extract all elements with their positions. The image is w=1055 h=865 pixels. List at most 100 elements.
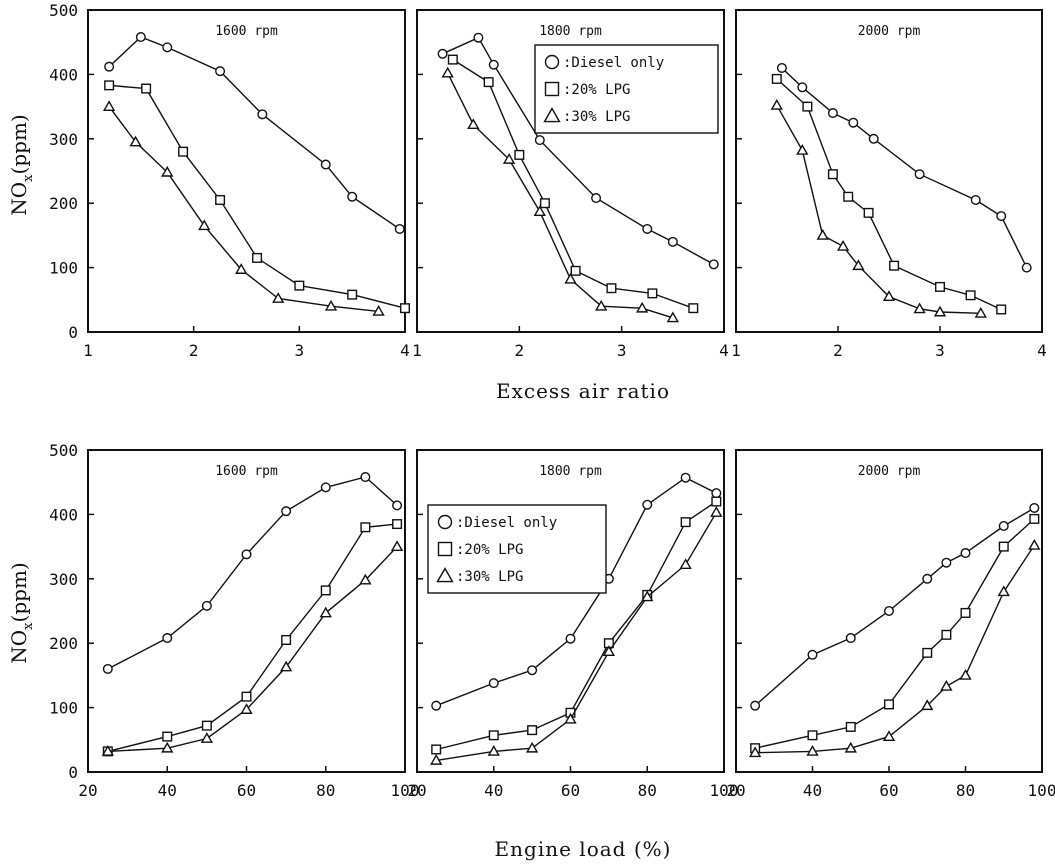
bottom-x-axis-title: Engine load (%) (495, 837, 672, 861)
data-point-circle (829, 109, 838, 118)
data-point-circle (681, 473, 690, 482)
data-point-circle (923, 575, 932, 584)
series-line (108, 547, 397, 752)
x-tick-label: 4 (400, 341, 410, 360)
legend-label: :Diesel only (456, 515, 557, 531)
y-tick-label: 400 (49, 65, 78, 84)
series-square (751, 515, 1039, 753)
data-point-square (528, 726, 537, 735)
series-line (108, 477, 397, 669)
data-point-square (999, 542, 1008, 551)
x-tick-label: 20 (78, 781, 97, 800)
data-point-circle (798, 83, 807, 92)
data-point-square (484, 78, 493, 87)
x-tick-label: 4 (719, 341, 729, 360)
panel-title: 2000 rpm (858, 464, 921, 479)
y-tick-label: 0 (68, 763, 78, 782)
x-tick-label: 2 (515, 341, 525, 360)
series-square (105, 81, 409, 312)
data-point-square (1030, 515, 1039, 524)
data-point-triangle (392, 542, 402, 551)
top-x-axis-title: Excess air ratio (496, 379, 670, 403)
y-tick-label: 0 (68, 323, 78, 342)
legend-marker-square (439, 543, 452, 556)
data-point-circle (712, 489, 721, 498)
series-line (777, 79, 1001, 310)
data-point-square (489, 731, 498, 740)
plot-frame (88, 10, 405, 332)
data-point-circle (348, 192, 357, 201)
data-point-square (808, 731, 817, 740)
legend-label: :20% LPG (456, 542, 523, 558)
legend-marker-square (546, 83, 559, 96)
series-circle (778, 64, 1031, 272)
series-line (108, 524, 397, 751)
data-point-square (216, 196, 225, 205)
data-point-circle (474, 33, 483, 42)
data-point-triangle (797, 145, 807, 154)
data-point-square (936, 283, 945, 292)
data-point-circle (321, 483, 330, 492)
data-point-triangle (711, 508, 721, 517)
data-point-triangle (468, 120, 478, 129)
y-tick-label: 200 (49, 194, 78, 213)
data-point-square (282, 636, 291, 645)
bottom-y-axis-title-main: NO (7, 630, 31, 664)
data-point-triangle (199, 221, 209, 230)
data-point-circle (849, 118, 858, 127)
series-square (773, 75, 1006, 314)
chart-panel-6: 20 40 60 80 1002000 rpm (726, 450, 1055, 800)
data-point-circle (669, 238, 678, 247)
x-tick-label: 60 (879, 781, 898, 800)
chart-panel-5: 20 40 60 80 1001800 rpm:Diesel only:20% LPG:… (407, 450, 738, 800)
data-point-triangle (999, 587, 1009, 596)
data-point-circle (643, 225, 652, 234)
series-line (777, 105, 981, 313)
data-point-circle (566, 634, 575, 643)
data-point-triangle (941, 681, 951, 690)
data-point-circle (438, 49, 447, 58)
x-tick-label: 20 (407, 781, 426, 800)
y-tick-label: 100 (49, 259, 78, 278)
data-point-square (966, 291, 975, 300)
bottom-y-axis-title-unit: (ppm) (7, 562, 31, 622)
data-point-circle (203, 602, 212, 611)
legend-label: :20% LPG (563, 82, 630, 98)
x-tick-label: 20 (726, 781, 745, 800)
data-point-square (885, 700, 894, 709)
data-point-square (942, 631, 951, 640)
data-point-circle (361, 473, 370, 482)
data-point-circle (216, 67, 225, 76)
x-tick-label: 1 (83, 341, 93, 360)
legend-marker-circle (439, 516, 452, 529)
bottom-y-axis-title: NOx(ppm) (7, 562, 36, 663)
x-tick-label: 1 (731, 341, 741, 360)
data-point-circle (846, 634, 855, 643)
data-point-circle (942, 558, 951, 567)
legend-label: :30% LPG (456, 569, 523, 585)
data-point-triangle (273, 294, 283, 303)
x-tick-label: 3 (935, 341, 945, 360)
data-point-square (142, 84, 151, 93)
legend: :Diesel only:20% LPG:30% LPG (535, 45, 718, 133)
series-circle (104, 473, 402, 674)
x-tick-label: 3 (295, 341, 305, 360)
data-point-square (997, 305, 1006, 314)
data-point-circle (489, 60, 498, 69)
data-point-square (864, 209, 873, 218)
data-point-square (393, 520, 402, 529)
data-point-square (242, 692, 251, 701)
data-point-circle (104, 665, 113, 674)
data-point-square (541, 199, 550, 208)
data-point-circle (536, 136, 545, 145)
data-point-square (515, 151, 524, 160)
data-point-square (253, 254, 262, 263)
panel-title: 2000 rpm (858, 24, 921, 39)
top-y-axis-title-unit: (ppm) (7, 114, 31, 174)
y-tick-label: 500 (49, 441, 78, 460)
data-point-circle (1022, 263, 1031, 272)
series-line (755, 519, 1034, 748)
x-tick-label: 4 (1037, 341, 1047, 360)
data-point-circle (1030, 504, 1039, 513)
data-point-square (961, 609, 970, 618)
